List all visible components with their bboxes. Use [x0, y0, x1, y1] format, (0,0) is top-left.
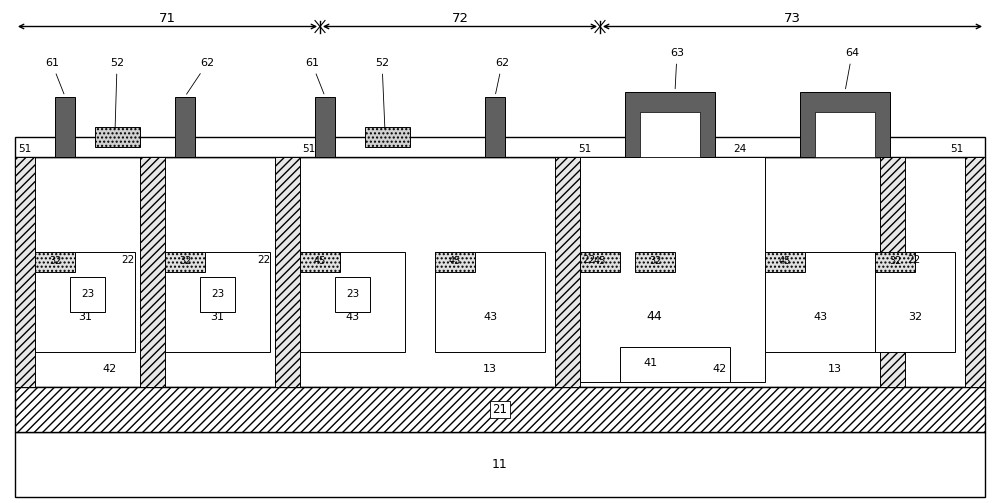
Bar — [485, 97, 505, 156]
Bar — [435, 252, 545, 352]
Text: 61: 61 — [305, 58, 324, 94]
Text: 62: 62 — [187, 58, 214, 94]
Bar — [365, 126, 410, 146]
Bar — [580, 252, 620, 272]
Bar — [165, 252, 270, 352]
Text: 13: 13 — [483, 364, 497, 374]
Text: 62: 62 — [495, 58, 509, 94]
Bar — [35, 252, 135, 352]
Bar — [875, 252, 955, 352]
Bar — [15, 136, 985, 156]
Bar — [300, 252, 340, 272]
Text: 52: 52 — [110, 58, 124, 129]
Text: 23: 23 — [346, 289, 359, 299]
Bar — [175, 97, 195, 156]
Bar — [200, 277, 235, 311]
Text: 44: 44 — [646, 310, 662, 323]
Text: 41: 41 — [643, 359, 657, 369]
Bar — [765, 252, 805, 272]
Text: 64: 64 — [845, 48, 859, 89]
Text: 51: 51 — [950, 143, 963, 153]
Text: 31: 31 — [78, 311, 92, 321]
Text: 43: 43 — [483, 311, 497, 321]
Bar — [15, 156, 35, 386]
Bar — [815, 112, 875, 156]
Text: 32: 32 — [889, 257, 901, 267]
Text: 23: 23 — [81, 289, 94, 299]
Bar — [555, 156, 580, 386]
Text: 22: 22 — [257, 255, 270, 265]
Text: 32: 32 — [908, 311, 922, 321]
Text: 72: 72 — [452, 12, 468, 25]
Bar — [275, 156, 300, 386]
Text: 23: 23 — [211, 289, 224, 299]
Bar — [35, 252, 75, 272]
Bar — [875, 252, 915, 272]
Text: 42: 42 — [103, 364, 117, 374]
Text: 21: 21 — [492, 403, 508, 416]
Bar — [15, 432, 985, 496]
Bar — [15, 386, 985, 432]
Text: 51: 51 — [18, 143, 31, 153]
Bar — [625, 92, 715, 156]
Bar — [15, 156, 985, 386]
Bar — [640, 112, 700, 156]
Text: 61: 61 — [45, 58, 64, 94]
Bar — [580, 156, 765, 381]
Text: 13: 13 — [828, 364, 842, 374]
Bar — [765, 252, 875, 352]
Text: 32: 32 — [649, 257, 661, 267]
Bar — [95, 126, 140, 146]
Bar — [620, 347, 730, 381]
Text: 71: 71 — [159, 12, 176, 25]
Text: 45: 45 — [314, 257, 326, 267]
Text: 51: 51 — [302, 143, 315, 153]
Text: 24: 24 — [733, 143, 747, 153]
Bar — [800, 92, 890, 156]
Text: 45: 45 — [779, 257, 791, 267]
Text: 11: 11 — [492, 458, 508, 471]
Text: 32: 32 — [49, 257, 61, 267]
Text: 73: 73 — [784, 12, 801, 25]
Text: 51: 51 — [578, 143, 591, 153]
Text: 22: 22 — [582, 255, 595, 265]
Text: 43: 43 — [813, 311, 827, 321]
Bar — [70, 277, 105, 311]
Text: 43: 43 — [345, 311, 360, 321]
Text: 31: 31 — [210, 311, 224, 321]
Bar — [335, 277, 370, 311]
Bar — [965, 156, 985, 386]
Bar — [140, 156, 165, 386]
Text: 42: 42 — [713, 364, 727, 374]
Bar — [435, 252, 475, 272]
Bar — [165, 252, 205, 272]
Text: 22: 22 — [907, 255, 920, 265]
Bar — [300, 252, 405, 352]
Text: 63: 63 — [670, 48, 684, 89]
Text: 45: 45 — [449, 257, 461, 267]
Bar — [635, 252, 675, 272]
Text: 32: 32 — [179, 257, 191, 267]
Text: 52: 52 — [375, 58, 389, 129]
Bar — [55, 97, 75, 156]
Text: 45: 45 — [594, 257, 606, 267]
Text: 22: 22 — [122, 255, 135, 265]
Bar — [315, 97, 335, 156]
Bar — [880, 156, 905, 386]
